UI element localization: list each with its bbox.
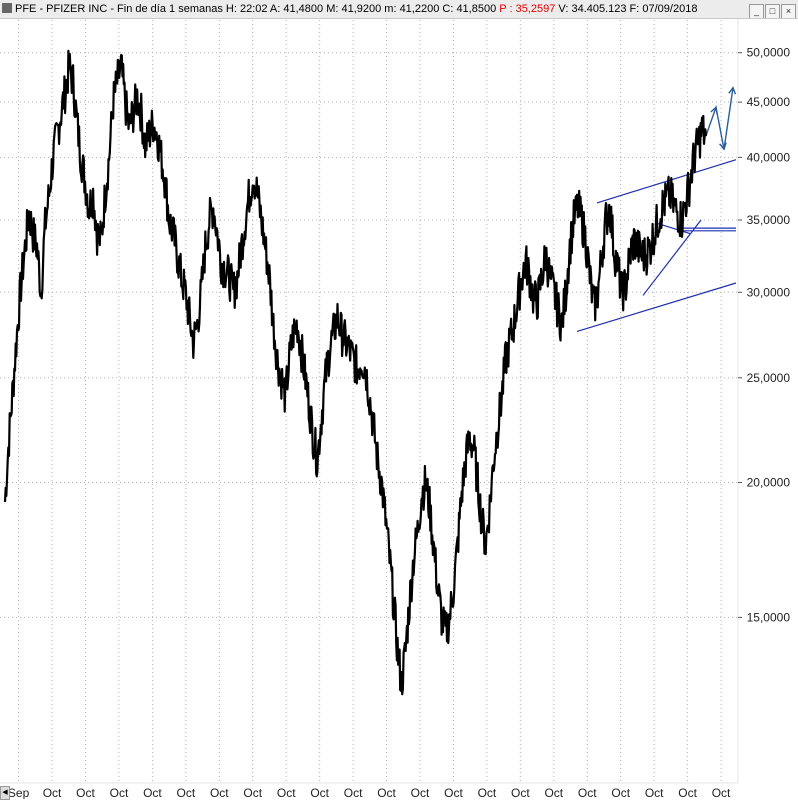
close-button[interactable]: ×	[781, 4, 796, 18]
x-tick-label: Oct	[76, 786, 95, 799]
x-tick-label: Oct	[243, 786, 262, 799]
x-tick-label: Oct	[444, 786, 463, 799]
trendline-triangle-support	[642, 219, 702, 296]
x-tick-label: Oct	[645, 786, 664, 799]
x-tick-label: Oct	[277, 786, 296, 799]
trendline-channel-upper	[596, 159, 737, 204]
x-tick-label: Oct	[611, 786, 630, 799]
x-tick-label: Oct	[478, 786, 497, 799]
minimize-button[interactable]: _	[749, 4, 764, 18]
maximize-button[interactable]: □	[765, 4, 780, 18]
y-tick-label: 35,0000	[747, 213, 791, 227]
trendline-channel-lower	[576, 282, 737, 332]
chart-menu-icon[interactable]	[2, 3, 12, 13]
instrument-info-main: PFE - PFIZER INC - Fin de día 1 semanas …	[15, 3, 497, 15]
x-tick-label: Oct	[678, 786, 697, 799]
x-tick-label: Oct	[177, 786, 196, 799]
scroll-left-button[interactable]: ◀	[0, 786, 10, 800]
x-tick-label: Oct	[377, 786, 396, 799]
x-tick-label: Oct	[310, 786, 329, 799]
y-tick-label: 50,0000	[747, 46, 791, 60]
projection-arrowhead	[728, 86, 737, 95]
chart-title-bar: PFE - PFIZER INC - Fin de día 1 semanas …	[0, 0, 798, 19]
projection-arrowhead	[719, 142, 727, 151]
y-axis: 50,0000 45,0000 40,0000 35,0000 30,0000 25,00…	[738, 46, 791, 624]
instrument-info: PFE - PFIZER INC - Fin de día 1 semanas …	[15, 0, 697, 18]
y-tick-label: 30,0000	[747, 285, 791, 299]
x-tick-label: Oct	[411, 786, 430, 799]
x-axis: Sep Oct Oct Oct Oct Oct Oct Oct Oct Oct Oct Oct Oct O…	[8, 786, 731, 799]
x-tick-label: Oct	[110, 786, 129, 799]
y-tick-label: 20,0000	[747, 475, 791, 489]
price-line	[3, 49, 708, 696]
y-tick-label: 45,0000	[747, 95, 791, 109]
window-controls: _ □ ×	[748, 2, 796, 18]
instrument-info-p: P : 35,2597	[499, 3, 556, 15]
x-tick-label: Oct	[544, 786, 563, 799]
projection-path	[705, 87, 734, 150]
x-tick-label: Sep	[8, 786, 30, 799]
x-tick-label: Oct	[712, 786, 731, 799]
y-tick-label: 15,0000	[747, 610, 791, 624]
x-tick-label: Oct	[143, 786, 162, 799]
projection-arrowhead	[710, 106, 718, 115]
price-series	[3, 49, 708, 696]
x-tick-label: Oct	[210, 786, 229, 799]
x-tick-label: Oct	[43, 786, 62, 799]
chart-gridlines	[0, 20, 738, 783]
y-tick-label: 40,0000	[747, 150, 791, 164]
x-tick-label: Oct	[578, 786, 597, 799]
y-tick-label: 25,0000	[747, 371, 791, 385]
instrument-info-volume-date: V: 34.405.123 F: 07/09/2018	[558, 3, 698, 15]
x-tick-label: Oct	[344, 786, 363, 799]
trendlines	[576, 86, 737, 332]
x-tick-label: Oct	[511, 786, 530, 799]
